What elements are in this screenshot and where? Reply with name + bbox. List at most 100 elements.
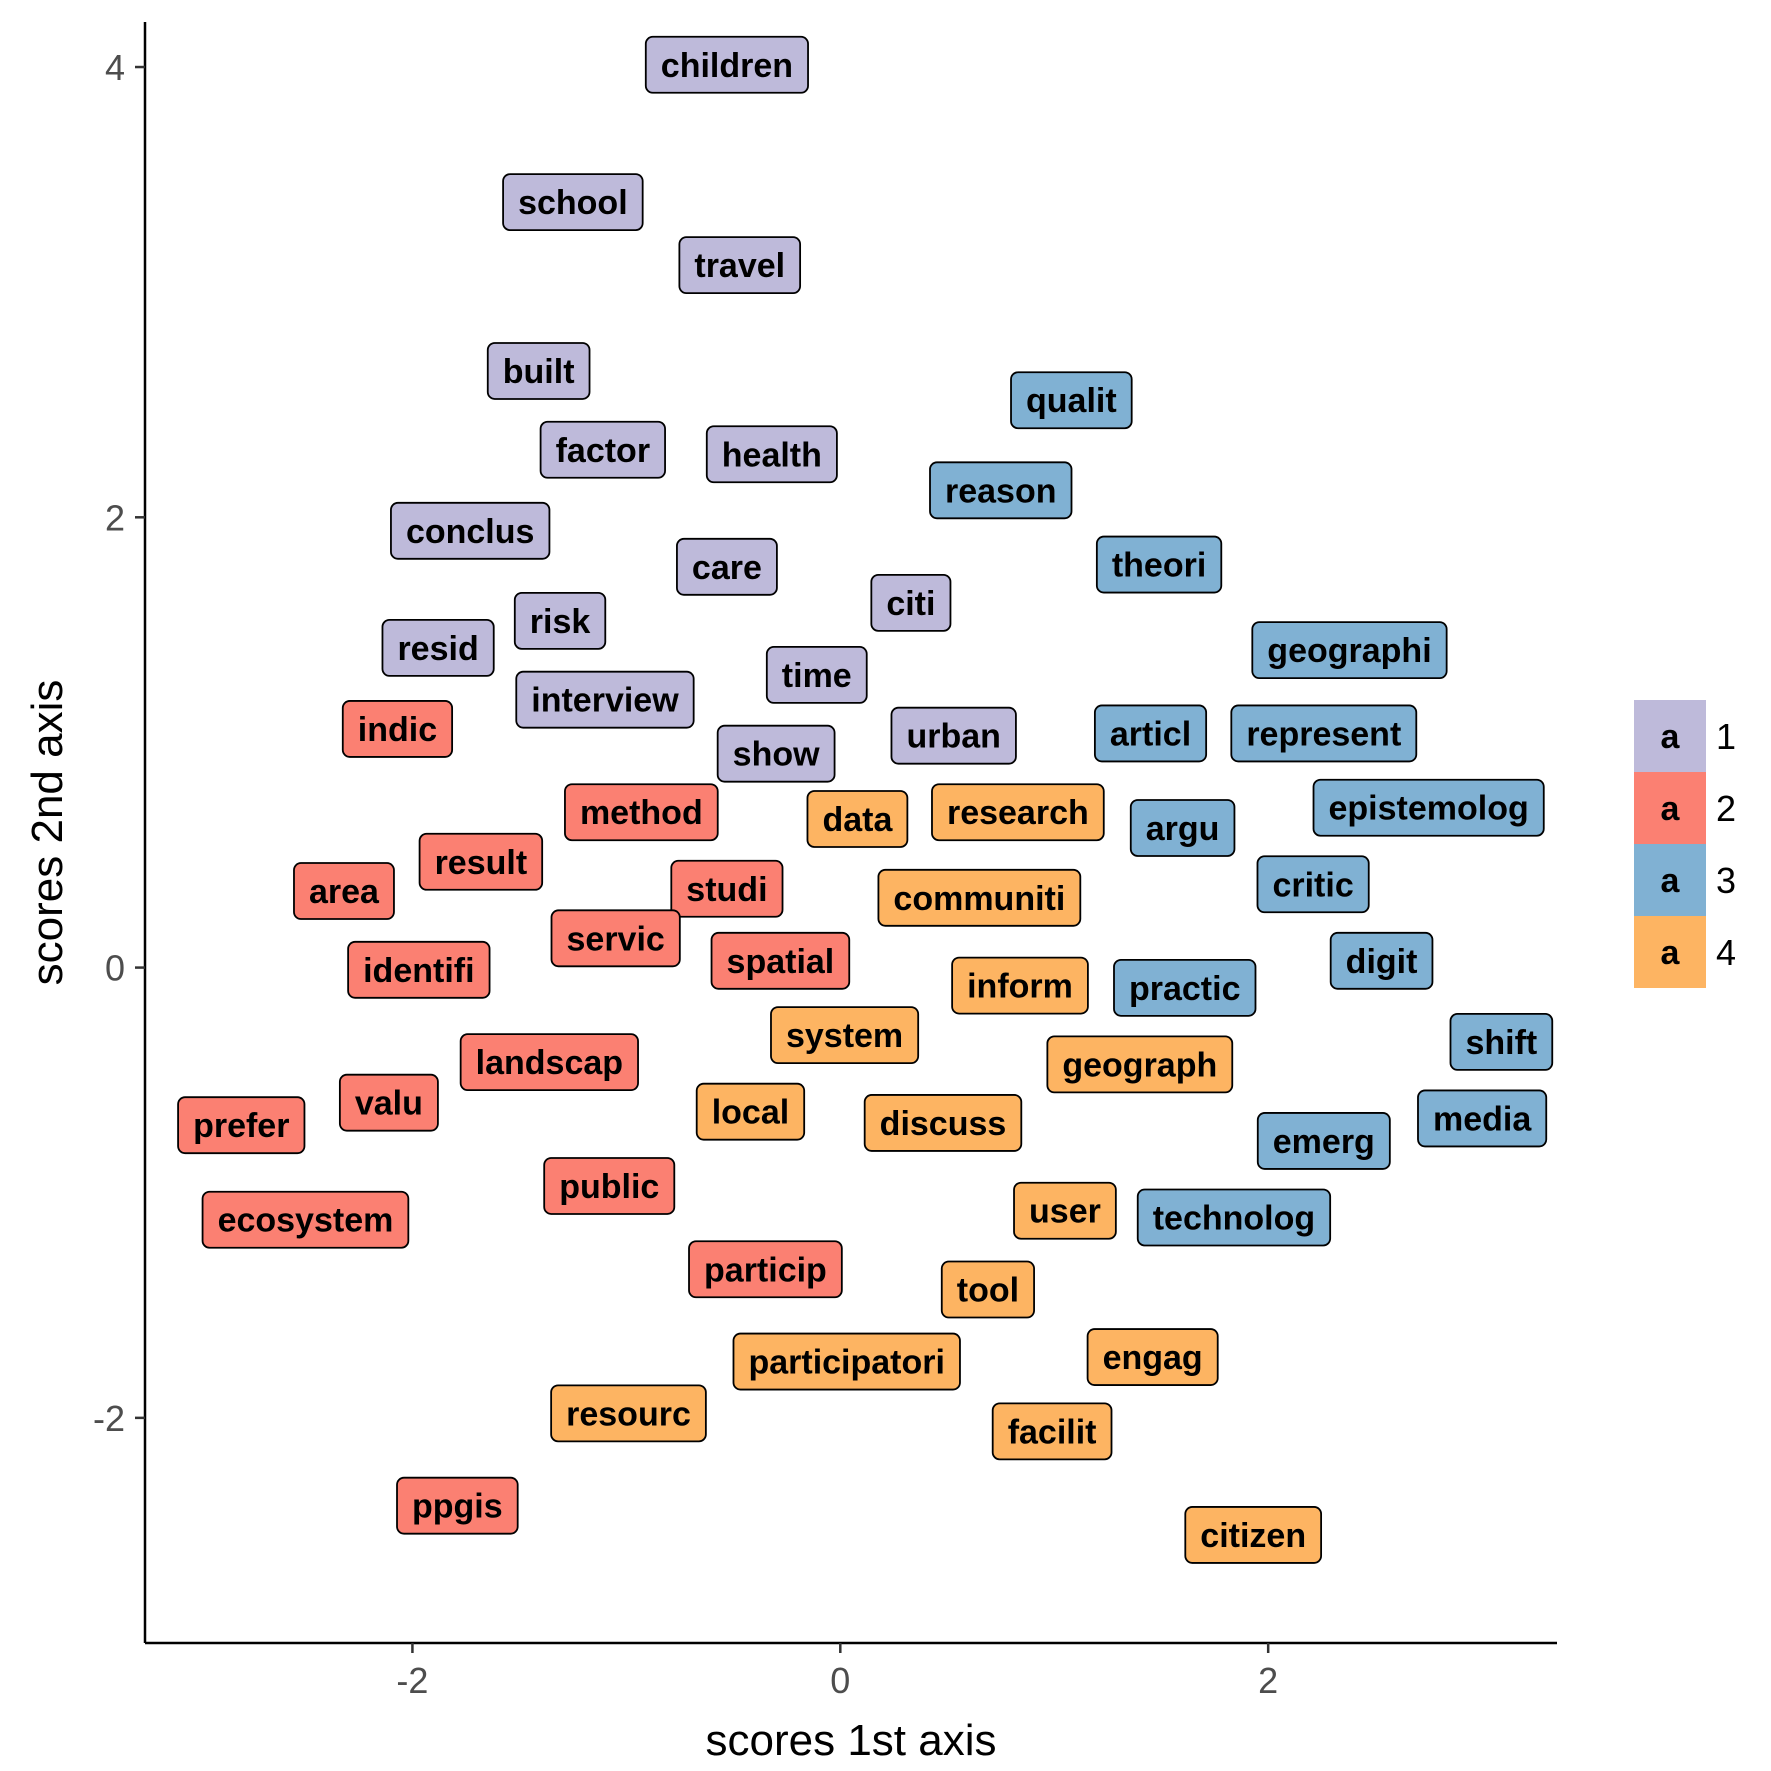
x-tick-label: -2 [396,1660,428,1701]
label-box [1046,1035,1234,1094]
label-text: local [712,1094,789,1132]
point-label-prefer: prefer [177,1096,306,1155]
point-label-spatial: spatial [710,931,851,990]
x-axis-title: scores 1st axis [706,1716,997,1765]
label-box [705,425,838,484]
point-label-media: media [1417,1089,1548,1148]
x-tick-label: 2 [1258,1660,1278,1701]
label-box [1251,621,1448,680]
label-text: argu [1146,810,1220,848]
y-axis-title: scores 2nd axis [23,680,72,986]
point-label-inform: inform [951,956,1089,1015]
point-label-travel: travel [678,236,802,295]
label-box [550,909,681,968]
point-label-area: area [293,862,395,920]
label-text: inform [967,968,1073,1006]
legend-key-text: a [1661,934,1681,972]
label-box [710,931,851,990]
point-label-engag: engag [1086,1328,1219,1386]
label-text: shift [1465,1024,1537,1062]
label-box [1449,1012,1554,1071]
label-box [1256,1112,1391,1170]
label-text: resid [397,630,478,668]
label-box [390,501,551,560]
point-label-studi: studi [670,859,784,918]
point-label-participatori: participatori [732,1332,961,1391]
label-box [341,700,454,758]
label-box [678,236,802,295]
label-box [396,1476,519,1535]
legend-key [1634,700,1706,772]
label-text: conclus [406,513,534,551]
label-box [550,1384,707,1443]
label-text: spatial [727,943,835,981]
point-label-time: time [765,646,868,704]
label-box [1093,704,1208,763]
label-text: children [661,47,793,85]
point-label-show: show [716,724,836,783]
point-label-research: research [931,783,1105,842]
legend-key-text: a [1661,790,1681,828]
label-box [338,1073,439,1132]
point-label-result: result [418,832,544,891]
label-box [1113,958,1257,1017]
point-label-ppgis: ppgis [396,1476,519,1535]
label-text: health [722,436,822,474]
point-label-identifi: identifi [347,940,491,999]
label-box [1129,799,1236,857]
legend-key-text: a [1661,862,1681,900]
point-label-method: method [564,783,719,842]
label-text: built [503,353,575,391]
point-label-geograph: geograph [1046,1035,1234,1094]
label-box [644,35,809,94]
point-label-school: school [502,173,644,232]
label-text: user [1029,1193,1101,1231]
x-tick-label: 0 [830,1660,850,1701]
point-label-articl: articl [1093,704,1208,763]
point-label-qualit: qualit [1010,371,1133,430]
label-box [1086,1328,1219,1386]
point-label-built: built [486,342,591,400]
point-label-interview: interview [515,670,695,729]
y-tick-label: 0 [105,948,125,989]
label-text: time [782,657,852,695]
y-tick-label: 4 [105,47,125,88]
point-label-servic: servic [550,909,681,968]
point-label-system: system [770,1006,920,1065]
label-text: practic [1129,970,1241,1008]
label-text: interview [531,682,679,720]
point-label-represent: represent [1230,704,1418,763]
label-box [459,1033,639,1092]
label-box [1136,1188,1332,1247]
label-text: servic [567,920,665,958]
label-text: citizen [1200,1517,1306,1555]
label-text: valu [355,1085,423,1123]
x-axis-ticks: -2 0 2 [396,1643,1278,1701]
label-text: school [518,184,628,222]
label-box [732,1332,961,1391]
point-label-health: health [705,425,838,484]
label-box [688,1240,843,1299]
point-label-critic: critic [1256,855,1370,914]
label-text: result [435,844,528,882]
label-box [543,1157,676,1215]
label-box [676,537,778,596]
label-text: engag [1103,1339,1203,1377]
label-box [564,783,719,842]
point-label-tool: tool [940,1260,1035,1319]
label-text: particip [704,1251,827,1289]
label-box [1256,855,1370,914]
point-labels: children school travel built factor health con… [177,35,1554,1564]
label-box [1010,371,1133,430]
point-label-valu: valu [338,1073,439,1132]
label-box [1329,931,1434,990]
legend-key [1634,844,1706,916]
label-box [1184,1506,1323,1564]
label-box [695,1082,806,1141]
legend-label: 3 [1716,860,1736,901]
point-label-indic: indic [341,700,454,758]
